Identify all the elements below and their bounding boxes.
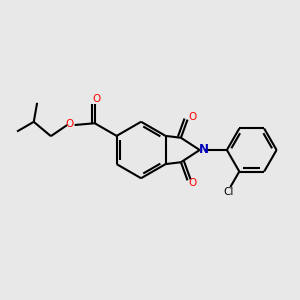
Text: O: O [189,178,197,188]
Text: Cl: Cl [223,187,233,197]
Text: O: O [92,94,100,103]
Text: O: O [65,119,74,129]
Text: N: N [199,143,208,156]
Text: O: O [189,112,197,122]
